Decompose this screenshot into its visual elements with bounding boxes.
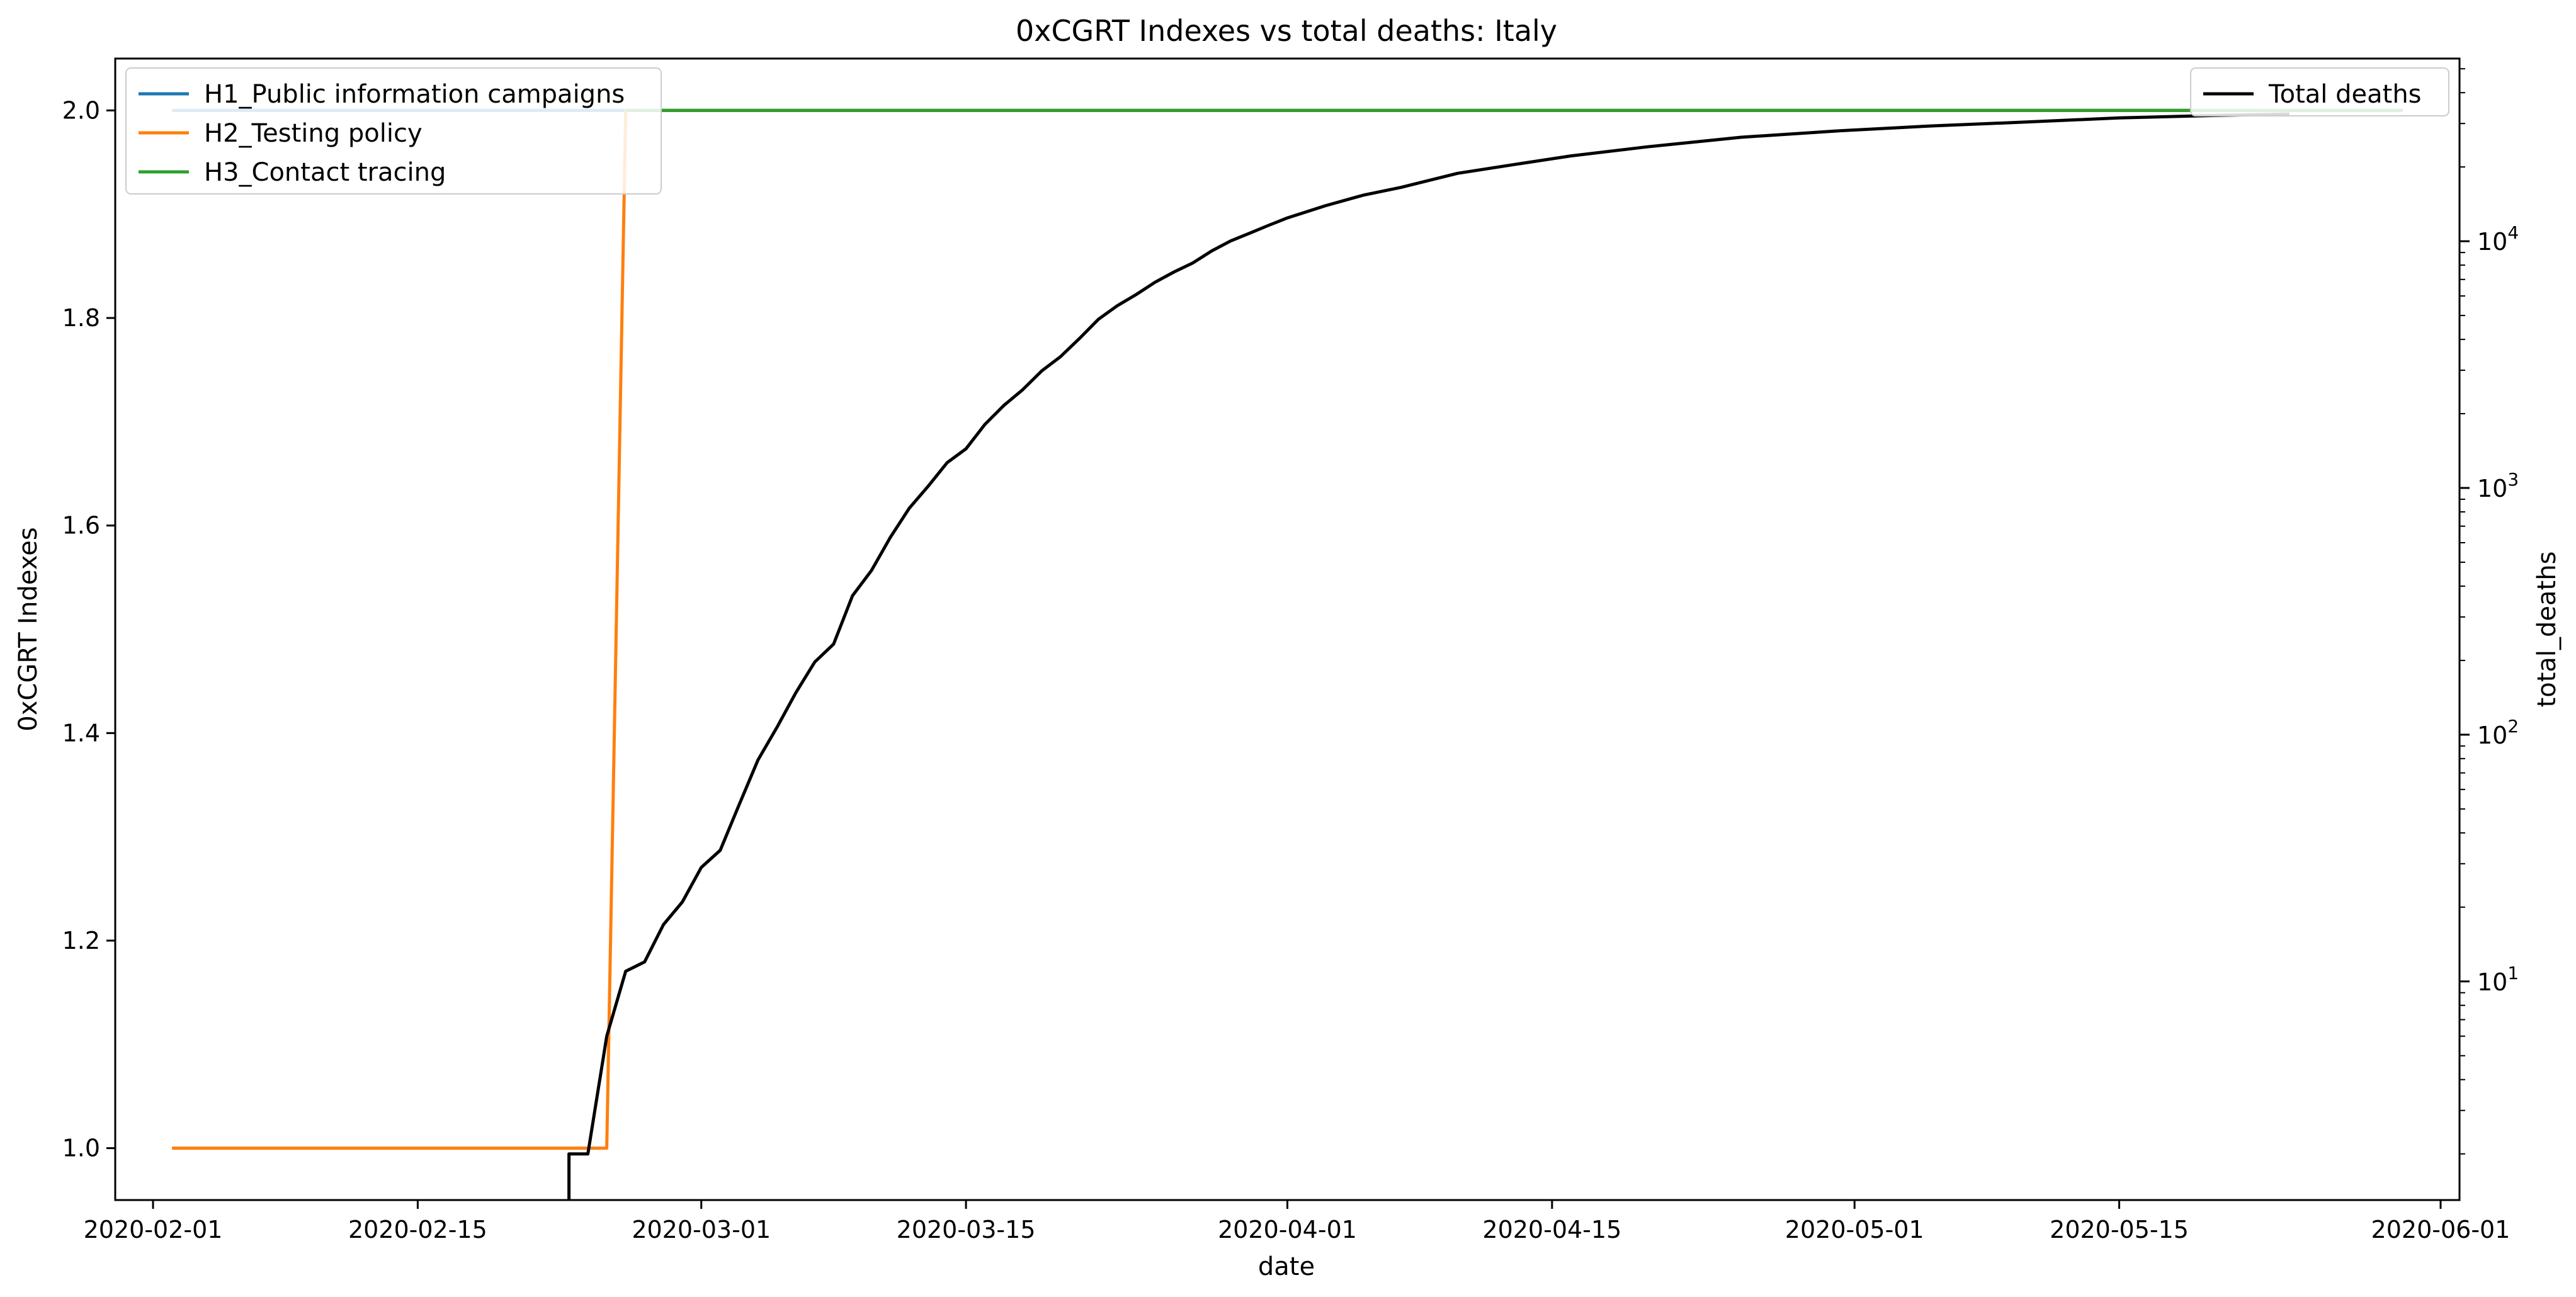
y-right-tick-label: 101 <box>2477 963 2519 996</box>
x-axis-label: date <box>1258 1252 1315 1281</box>
legend-label: Total deaths <box>2268 80 2422 109</box>
left-axis: 1.0 1.2 1.4 1.6 1.8 2.0 <box>62 96 115 1162</box>
chart-title: 0xCGRT Indexes vs total deaths: Italy <box>1016 14 1557 48</box>
x-tick-label: 2020-03-01 <box>632 1216 771 1243</box>
x-axis: 2020-02-01 2020-02-15 2020-03-01 2020-03-15… <box>84 1200 2511 1243</box>
x-tick-label: 2020-04-01 <box>1218 1216 1357 1243</box>
y-axis-label-left: 0xCGRT Indexes <box>14 527 43 731</box>
y-tick-label: 1.2 <box>62 927 100 954</box>
x-tick-label: 2020-05-01 <box>1785 1216 1924 1243</box>
legend-right: Total deaths <box>2190 67 2449 116</box>
y-right-tick-label: 103 <box>2477 469 2519 502</box>
y-tick-label: 1.0 <box>62 1135 100 1162</box>
x-tick-label: 2020-02-01 <box>84 1216 223 1243</box>
right-axis: 101 102 103 104 <box>2460 68 2519 1155</box>
series-line-h2-testing-policy <box>172 108 2403 1150</box>
plot-frame <box>114 57 2461 1201</box>
x-tick-label: 2020-06-01 <box>2371 1216 2511 1243</box>
legend-box <box>125 67 662 195</box>
legend-box <box>2190 67 2449 116</box>
legend-label: H2_Testing policy <box>204 119 423 148</box>
x-tick-label: 2020-02-15 <box>348 1216 487 1243</box>
y-tick-label: 2.0 <box>62 96 100 124</box>
y-tick-label: 1.4 <box>62 719 100 747</box>
plot-area <box>172 108 2403 1200</box>
series-line-total-deaths <box>567 112 2289 1200</box>
y-axis-label-right: total_deaths <box>2533 552 2562 708</box>
y-tick-label: 1.6 <box>62 512 100 540</box>
legend-label: H3_Contact tracing <box>204 158 446 187</box>
y-tick-label: 1.8 <box>62 304 100 332</box>
y-right-tick-label: 102 <box>2477 716 2519 749</box>
legend-left: H1_Public information campaigns H2_Testin… <box>125 67 662 195</box>
y-right-tick-label: 104 <box>2477 222 2519 256</box>
x-tick-label: 2020-04-15 <box>1482 1216 1621 1243</box>
x-tick-label: 2020-05-15 <box>2050 1216 2189 1243</box>
legend-label: H1_Public information campaigns <box>204 80 625 109</box>
x-tick-label: 2020-03-15 <box>897 1216 1036 1243</box>
